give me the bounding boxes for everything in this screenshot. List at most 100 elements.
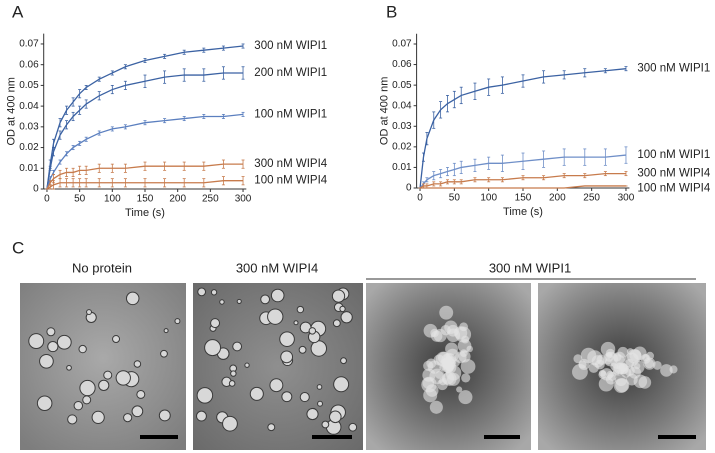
vesicle bbox=[28, 333, 45, 350]
vesicle bbox=[299, 392, 310, 403]
y-axis-label: OD at 400 nm bbox=[6, 77, 18, 145]
vesicle bbox=[36, 395, 53, 411]
micrograph-caption: 300 nM WIPI1 bbox=[489, 260, 571, 275]
vesicle bbox=[66, 364, 72, 371]
vesicle bbox=[56, 334, 72, 350]
vesicle bbox=[339, 305, 346, 313]
panel-label: C bbox=[12, 238, 24, 257]
y-tick-label: 0.01 bbox=[19, 163, 39, 174]
aggregate bbox=[660, 364, 673, 377]
vesicle bbox=[281, 391, 293, 403]
vesicle bbox=[196, 410, 207, 422]
x-tick-label: 0 bbox=[44, 194, 50, 205]
aggregate bbox=[442, 357, 450, 364]
aggregate bbox=[445, 342, 458, 356]
x-tick-label: 200 bbox=[169, 194, 186, 205]
vesicle bbox=[123, 413, 133, 423]
series-label: 200 nM WIPI1 bbox=[254, 67, 327, 79]
series-label: 100 nM WIPI4 bbox=[254, 175, 327, 187]
aggregate bbox=[600, 368, 613, 381]
aggregate bbox=[435, 371, 444, 379]
x-tick-label: 250 bbox=[583, 193, 600, 204]
y-tick-label: 0.02 bbox=[392, 141, 412, 152]
vesicle bbox=[267, 308, 284, 325]
vesicle bbox=[67, 414, 78, 425]
vesicle bbox=[317, 400, 323, 407]
series-label: 100 nM WIPI1 bbox=[254, 108, 327, 120]
micrograph-texture bbox=[28, 287, 678, 435]
series-line bbox=[46, 45, 244, 190]
y-axis-label: OD at 400 nm bbox=[379, 77, 391, 145]
vesicle bbox=[103, 370, 113, 380]
aggregate bbox=[612, 369, 620, 377]
y-tick-label: 0.01 bbox=[392, 162, 412, 173]
series-line bbox=[419, 68, 627, 189]
y-tick-label: 0.07 bbox=[19, 39, 39, 50]
aggregate bbox=[588, 362, 599, 373]
aggregate bbox=[626, 348, 634, 355]
aggregate bbox=[613, 351, 626, 364]
aggregate bbox=[596, 354, 607, 365]
aggregate bbox=[573, 354, 583, 364]
x-tick-label: 50 bbox=[449, 193, 461, 204]
panel-label: A bbox=[12, 2, 24, 21]
scale-bar bbox=[484, 435, 520, 439]
vesicle bbox=[197, 287, 207, 297]
y-tick-label: 0.03 bbox=[19, 121, 39, 132]
vesicle bbox=[260, 294, 271, 305]
x-tick-label: 100 bbox=[104, 194, 121, 205]
vesicle bbox=[112, 335, 121, 344]
y-tick-label: 0.02 bbox=[19, 142, 39, 153]
vesicle bbox=[244, 362, 250, 368]
x-tick-label: 50 bbox=[74, 194, 86, 205]
micrograph-caption: 300 nM WIPI4 bbox=[236, 260, 318, 275]
vesicle bbox=[308, 327, 317, 335]
vesicle bbox=[279, 331, 295, 347]
x-tick-label: 250 bbox=[202, 194, 219, 205]
series-label: 300 nM WIPI1 bbox=[637, 63, 710, 75]
aggregate bbox=[466, 345, 473, 353]
aggregate bbox=[600, 341, 616, 357]
error-bar bbox=[241, 43, 245, 49]
x-tick-label: 300 bbox=[235, 194, 252, 205]
vesicle bbox=[332, 319, 341, 328]
vesicle bbox=[39, 353, 54, 369]
vesicle bbox=[340, 357, 347, 365]
vesicle bbox=[78, 344, 87, 354]
aggregate bbox=[423, 323, 438, 338]
vesicle bbox=[236, 298, 242, 304]
vesicle bbox=[131, 405, 144, 418]
vesicle bbox=[228, 380, 236, 387]
scale-bar bbox=[312, 435, 352, 439]
vesicle bbox=[270, 288, 285, 303]
series-line bbox=[419, 172, 626, 189]
x-tick-label: 150 bbox=[515, 193, 532, 204]
vesicle bbox=[249, 386, 264, 401]
y-tick-label: 0.04 bbox=[392, 100, 412, 111]
vesicle bbox=[333, 376, 350, 393]
vesicle bbox=[316, 384, 323, 390]
vesicle bbox=[133, 360, 142, 368]
series-label: 300 nM WIPI4 bbox=[637, 168, 710, 180]
y-tick-label: 0.06 bbox=[19, 59, 39, 70]
aggregate bbox=[638, 376, 652, 389]
vesicle bbox=[296, 305, 305, 314]
x-tick-label: 150 bbox=[137, 194, 154, 205]
x-axis-label: Time (s) bbox=[503, 206, 543, 218]
y-tick-label: 0 bbox=[406, 183, 412, 194]
aggregate bbox=[460, 359, 476, 374]
vesicle bbox=[210, 289, 218, 296]
series-label: 100 nM WIPI4 bbox=[637, 183, 710, 195]
vesicle bbox=[73, 400, 84, 411]
vesicle bbox=[136, 389, 146, 399]
aggregate bbox=[631, 360, 645, 374]
vesicle bbox=[204, 339, 222, 357]
series-label: 300 nM WIPI4 bbox=[254, 158, 327, 170]
vesicle bbox=[267, 423, 276, 432]
vesicle bbox=[91, 410, 105, 424]
vesicle bbox=[222, 415, 238, 432]
vesicle bbox=[232, 341, 243, 352]
aggregate bbox=[643, 357, 656, 370]
aggregate bbox=[580, 347, 597, 364]
